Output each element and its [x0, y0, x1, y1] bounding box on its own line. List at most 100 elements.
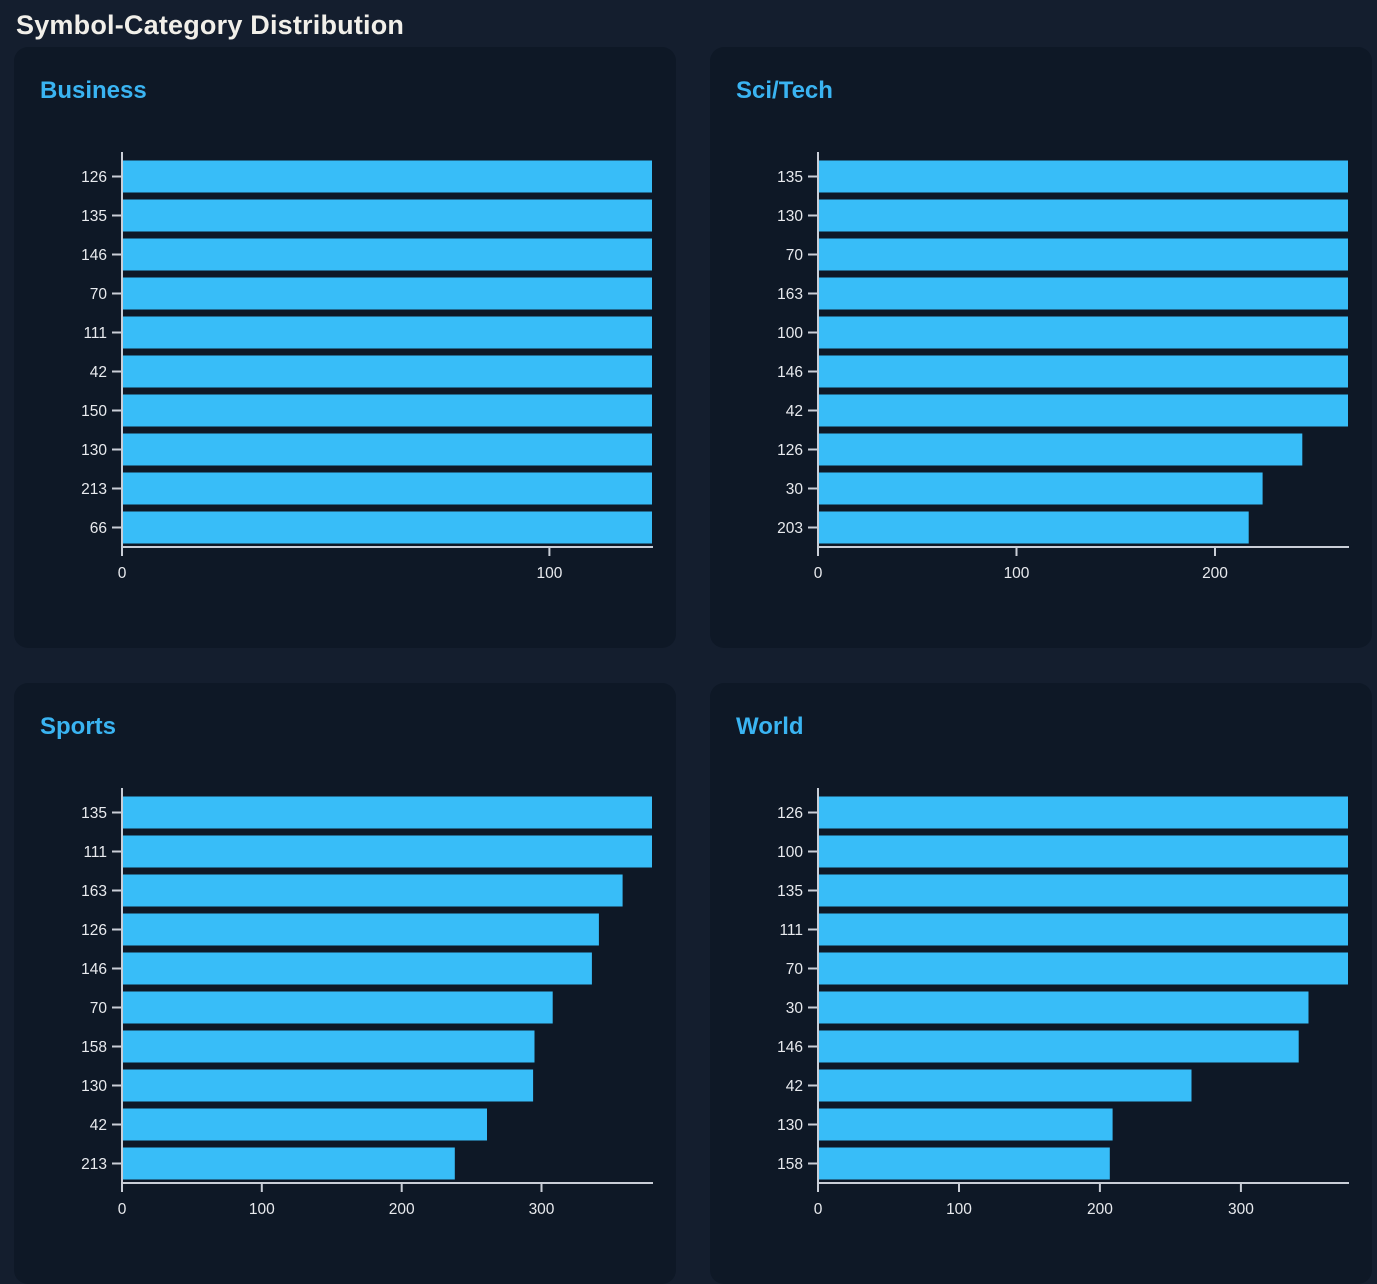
- bar: [819, 394, 1348, 427]
- x-tick-label: 0: [118, 1201, 127, 1218]
- y-tick-label: 150: [81, 403, 107, 420]
- y-tick-label: 111: [83, 325, 107, 342]
- y-tick-label: 163: [777, 286, 803, 303]
- bar: [819, 1108, 1113, 1141]
- y-tick-label: 130: [81, 1078, 107, 1095]
- x-tick-label: 0: [118, 565, 127, 582]
- y-tick-label: 146: [81, 247, 107, 264]
- y-tick-label: 126: [777, 442, 803, 459]
- bar: [123, 277, 652, 310]
- y-tick-label: 213: [81, 1156, 107, 1173]
- bar: [123, 238, 652, 271]
- x-tick-label: 300: [1228, 1201, 1254, 1218]
- bar: [123, 199, 652, 232]
- bar: [819, 160, 1348, 193]
- bar: [123, 160, 652, 193]
- bar: [123, 835, 652, 868]
- y-tick-label: 135: [777, 883, 803, 900]
- panel-scitech: Sci/Tech 135 130 70 163 100 146 42 126 30 203 0 100…: [710, 47, 1372, 648]
- bar: [123, 1030, 535, 1063]
- y-tick-label: 146: [81, 961, 107, 978]
- y-tick-label: 146: [777, 1039, 803, 1056]
- y-tick-label: 135: [81, 208, 107, 225]
- bar: [819, 511, 1249, 544]
- panel-title-sports: Sports: [40, 713, 117, 740]
- y-tick-label: 163: [81, 883, 107, 900]
- bar: [819, 1069, 1192, 1102]
- panel-title-scitech: Sci/Tech: [736, 77, 833, 104]
- y-tick-label: 70: [786, 961, 804, 978]
- x-tick-label: 100: [946, 1201, 972, 1218]
- bar-chart-sports: 135 111 163 126 146 70 158 130 42 213 0 100 200 300: [81, 788, 653, 1218]
- y-tick-label: 42: [90, 1117, 107, 1134]
- y-tick-label: 70: [786, 247, 804, 264]
- bar-chart-scitech: 135 130 70 163 100 146 42 126 30 203 0 100 200: [777, 152, 1349, 582]
- y-tick-label: 111: [83, 844, 107, 861]
- bar: [123, 952, 592, 985]
- y-tick-label: 126: [81, 922, 107, 939]
- y-tick-label: 213: [81, 481, 107, 498]
- bar: [123, 874, 623, 907]
- bar: [819, 991, 1309, 1024]
- bar: [123, 355, 652, 388]
- bar: [123, 394, 652, 427]
- bar: [819, 952, 1348, 985]
- bar: [123, 913, 599, 946]
- bar: [123, 796, 652, 829]
- y-tick-label: 30: [786, 481, 804, 498]
- x-tick-label: 0: [814, 565, 823, 582]
- y-tick-label: 100: [777, 325, 803, 342]
- panel-world: World 126 100 135 111 70 30 146 42 130 158 0 100 200…: [710, 683, 1372, 1284]
- axis-spine: [121, 788, 653, 1184]
- panel-title-business: Business: [40, 77, 147, 104]
- bar-chart-business: 126 135 146 70 111 42 150 130 213 66 0 100: [81, 152, 653, 582]
- bar: [123, 511, 652, 544]
- axis-spine: [817, 152, 1349, 548]
- y-tick-label: 203: [777, 520, 803, 537]
- bar: [123, 472, 652, 505]
- y-tick-label: 130: [777, 1117, 803, 1134]
- panel-sports: Sports 135 111 163 126 146 70 158 130 42 213 0 100 2…: [14, 683, 676, 1284]
- bar: [819, 1030, 1299, 1063]
- y-tick-label: 135: [81, 805, 107, 822]
- bar: [819, 355, 1348, 388]
- bar: [123, 433, 652, 466]
- bar: [123, 991, 553, 1024]
- panel-title-world: World: [736, 713, 804, 740]
- y-tick-label: 158: [777, 1156, 803, 1173]
- y-tick-label: 130: [777, 208, 803, 225]
- bar: [123, 1069, 534, 1102]
- axis-spine: [817, 788, 1349, 1184]
- panel-business: Business 126 135 146 70 111 42 150 130 213 66 0 100: [14, 47, 676, 648]
- bar: [819, 835, 1348, 868]
- y-tick-label: 42: [786, 1078, 803, 1095]
- y-tick-label: 30: [786, 1000, 804, 1017]
- y-tick-label: 158: [81, 1039, 107, 1056]
- x-tick-label: 200: [1087, 1201, 1113, 1218]
- x-tick-label: 100: [1004, 565, 1030, 582]
- y-tick-label: 42: [90, 364, 107, 381]
- x-tick-label: 200: [389, 1201, 415, 1218]
- bar: [819, 472, 1263, 505]
- bar: [819, 277, 1348, 310]
- x-tick-label: 300: [529, 1201, 555, 1218]
- bar: [819, 199, 1348, 232]
- bar: [819, 433, 1303, 466]
- x-tick-label: 200: [1202, 565, 1228, 582]
- bar: [819, 796, 1348, 829]
- bar: [819, 913, 1348, 946]
- y-tick-label: 111: [779, 922, 803, 939]
- y-tick-label: 42: [786, 403, 803, 420]
- y-tick-label: 126: [777, 805, 803, 822]
- bar: [123, 1108, 487, 1141]
- y-tick-label: 70: [90, 286, 108, 303]
- y-tick-label: 130: [81, 442, 107, 459]
- bar: [819, 1147, 1110, 1180]
- y-tick-label: 100: [777, 844, 803, 861]
- x-tick-label: 100: [249, 1201, 275, 1218]
- y-tick-label: 126: [81, 169, 107, 186]
- bar: [123, 1147, 455, 1180]
- x-tick-label: 100: [536, 565, 562, 582]
- bar: [819, 874, 1348, 907]
- bar: [819, 238, 1348, 271]
